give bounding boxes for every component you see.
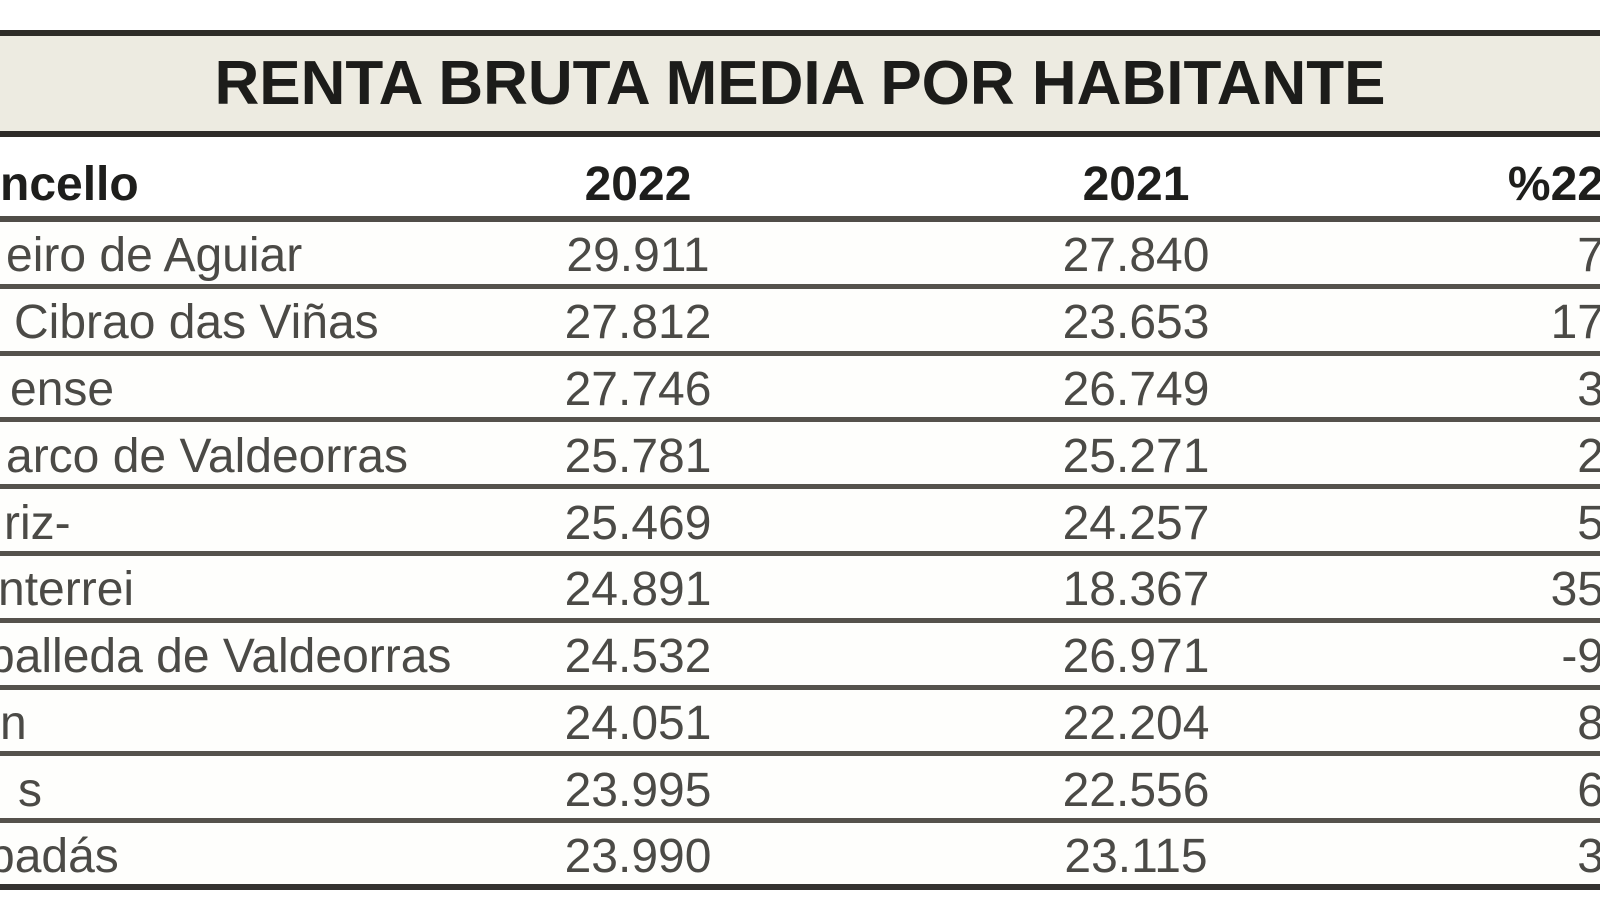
concello-cell: Cibrao das Viñas [14, 296, 379, 350]
concello-cell: n [0, 696, 27, 750]
value-2021-cell: 24.257 [1062, 496, 1210, 550]
pct-change-cell: 2 [1577, 429, 1600, 483]
table-row: badás 23.990 23.115 3 [0, 823, 1600, 890]
value-2021-cell: 26.749 [1062, 362, 1210, 416]
value-2022-cell: 27.812 [564, 296, 712, 350]
value-2021-cell: 25.271 [1062, 429, 1210, 483]
table-title-band: RENTA BRUTA MEDIA POR HABITANTE [0, 30, 1600, 137]
table-title: RENTA BRUTA MEDIA POR HABITANTE [214, 49, 1386, 118]
value-2022-cell: 23.990 [564, 830, 712, 884]
pct-change-cell: 3 [1577, 830, 1600, 884]
table-body: eiro de Aguiar 29.911 27.840 7 Cibrao da… [0, 222, 1600, 890]
table-row: eiro de Aguiar 29.911 27.840 7 [0, 222, 1600, 289]
value-2021-cell: 23.653 [1062, 296, 1210, 350]
value-2022-cell: 24.891 [564, 563, 712, 617]
table-row: balleda de Valdeorras 24.532 26.971 -9 [0, 622, 1600, 690]
table-row: arco de Valdeorras 25.781 25.271 2 [0, 422, 1600, 490]
value-2022-cell: 24.532 [564, 630, 712, 684]
concello-cell: riz- [4, 496, 71, 550]
table-row: riz- 25.469 24.257 5 [0, 489, 1600, 556]
table-row: nterrei 24.891 18.367 35 [0, 555, 1600, 623]
table-row: ense 27.746 26.749 3 [0, 355, 1600, 423]
income-table: ncello 2022 2021 %22 eiro de Aguiar 29.9… [0, 137, 1600, 890]
header-concello: ncello [0, 158, 139, 211]
concello-cell: nterrei [0, 563, 135, 617]
value-2022-cell: 29.911 [566, 229, 710, 283]
pct-change-cell: -9 [1561, 630, 1600, 684]
value-2021-cell: 22.204 [1062, 696, 1210, 750]
value-2021-cell: 18.367 [1062, 563, 1210, 617]
value-2022-cell: 25.781 [564, 429, 712, 483]
concello-cell: balleda de Valdeorras [0, 630, 452, 684]
pct-change-cell: 6 [1577, 763, 1600, 817]
value-2022-cell: 25.469 [564, 496, 712, 550]
value-2021-cell: 22.556 [1062, 763, 1210, 817]
pct-change-cell: 3 [1577, 362, 1600, 416]
concello-cell: s [18, 763, 42, 817]
concello-cell: ense [10, 362, 115, 416]
table-row: Cibrao das Viñas 27.812 23.653 17 [0, 288, 1600, 356]
value-2021-cell: 26.971 [1062, 630, 1210, 684]
concello-cell: arco de Valdeorras [6, 429, 408, 483]
concello-cell: eiro de Aguiar [6, 229, 303, 283]
value-2021-cell: 27.840 [1062, 229, 1210, 283]
value-2022-cell: 27.746 [564, 362, 712, 416]
pct-change-cell: 17 [1550, 296, 1600, 350]
table-row: n 24.051 22.204 8 [0, 689, 1600, 757]
header-pct-change: %22 [1507, 158, 1600, 211]
table-row: s 23.995 22.556 6 [0, 756, 1600, 824]
value-2021-cell: 23.115 [1064, 830, 1208, 884]
concello-cell: badás [0, 830, 119, 884]
header-2021: 2021 [1082, 158, 1190, 211]
pct-change-cell: 5 [1577, 496, 1600, 550]
pct-change-cell: 35 [1550, 563, 1600, 617]
value-2022-cell: 24.051 [564, 696, 712, 750]
pct-change-cell: 8 [1577, 696, 1600, 750]
table-header-row: ncello 2022 2021 %22 [0, 137, 1600, 222]
pct-change-cell: 7 [1577, 229, 1600, 283]
header-2022: 2022 [584, 158, 692, 211]
value-2022-cell: 23.995 [564, 763, 712, 817]
